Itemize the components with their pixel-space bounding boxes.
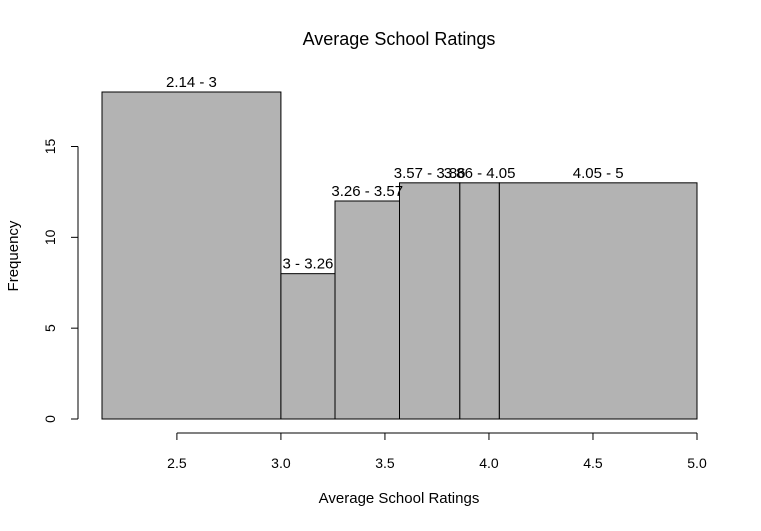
y-tick-label: 0 [42,415,58,423]
histogram-bar [498,182,698,420]
x-tick-label: 2.5 [167,455,187,471]
chart-title: Average School Ratings [303,29,496,49]
y-tick-label: 15 [42,139,58,155]
bars-group [101,91,698,420]
bar-range-label: 3.26 - 3.57 [331,183,403,200]
histogram-bar [280,273,336,420]
bar-labels-group: 2.14 - 3 3 - 3.26 3.26 - 3.573.57 - 3.863.… [166,74,624,273]
histogram-bar [101,91,282,420]
y-tick-label: 10 [42,229,58,245]
bar-range-label: 3 - 3.26 [283,256,334,273]
x-tick-label: 4.5 [583,455,603,471]
histogram-bar [459,182,500,420]
x-tick-label: 5.0 [687,455,707,471]
x-tick-label: 3.5 [375,455,395,471]
histogram-bar [399,182,461,420]
y-axis: 0 5 10 15 [42,139,79,423]
x-axis: 2.5 3.0 3.5 4.0 4.5 5.0 [167,432,707,471]
x-tick-label: 4.0 [479,455,499,471]
y-axis-label: Frequency [5,220,22,291]
histogram-bar [334,200,400,420]
bar-range-label: 2.14 - 3 [166,74,217,91]
x-axis-label: Average School Ratings [319,490,480,507]
y-tick-label: 5 [42,324,58,332]
x-tick-label: 3.0 [271,455,291,471]
bar-range-label: 4.05 - 5 [573,165,624,182]
bar-range-label: 3.57 - 3.86 [394,165,466,182]
bar-range-label: 3.86 - 4.05 [444,165,516,182]
